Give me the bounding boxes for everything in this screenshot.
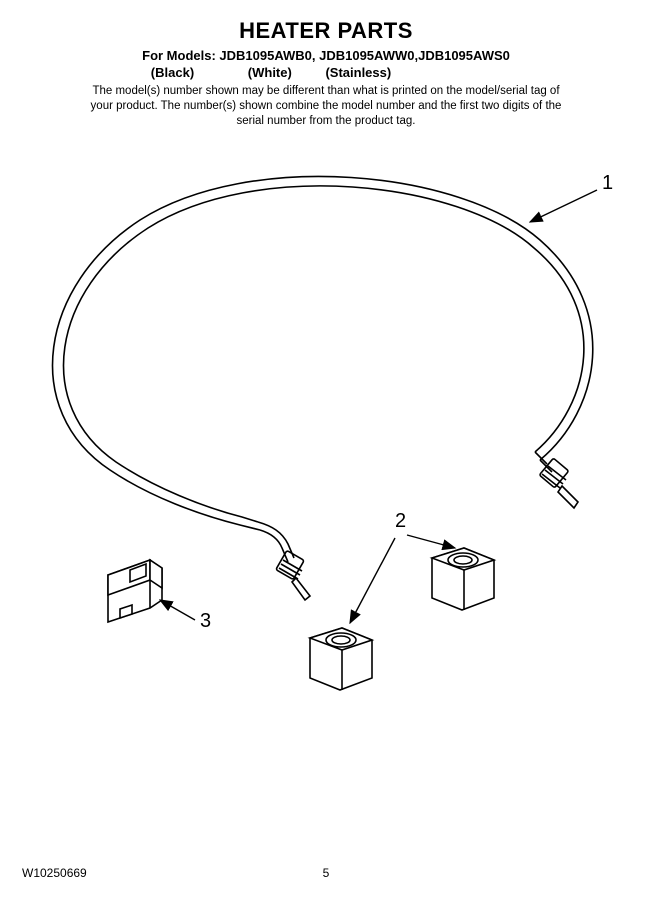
callout-3-number: 3 (200, 610, 211, 633)
colors-line: (Black) (White) (Stainless) (0, 65, 652, 80)
header-note: The model(s) number shown may be differe… (86, 84, 566, 129)
page-title: HEATER PARTS (0, 18, 652, 44)
callout-2-number: 2 (395, 510, 406, 533)
heater-element (53, 176, 593, 600)
callout-3-arrow (160, 600, 195, 620)
doc-number: W10250669 (22, 866, 87, 880)
models-line: For Models: JDB1095AWB0, JDB1095AWW0,JDB… (0, 48, 652, 63)
callout-2-arrow-left (350, 538, 395, 623)
parts-diagram: 1 2 3 (0, 130, 652, 730)
bracket-clip (108, 560, 162, 622)
color-stainless: (Stainless) (325, 65, 391, 80)
color-black: (Black) (151, 65, 194, 80)
header: HEATER PARTS For Models: JDB1095AWB0, JD… (0, 0, 652, 129)
models-prefix: For Models: (142, 48, 219, 63)
left-terminal (258, 522, 310, 600)
nut-right (432, 548, 494, 610)
models-list: JDB1095AWB0, JDB1095AWW0,JDB1095AWS0 (219, 48, 509, 63)
diagram-svg (0, 130, 652, 730)
callout-1-arrow (530, 190, 597, 222)
page-number: 5 (323, 866, 330, 880)
callout-2-arrow-right (407, 535, 455, 548)
callout-1-number: 1 (602, 172, 613, 195)
right-terminal (535, 452, 578, 508)
nut-left (310, 628, 372, 690)
color-white: (White) (248, 65, 292, 80)
